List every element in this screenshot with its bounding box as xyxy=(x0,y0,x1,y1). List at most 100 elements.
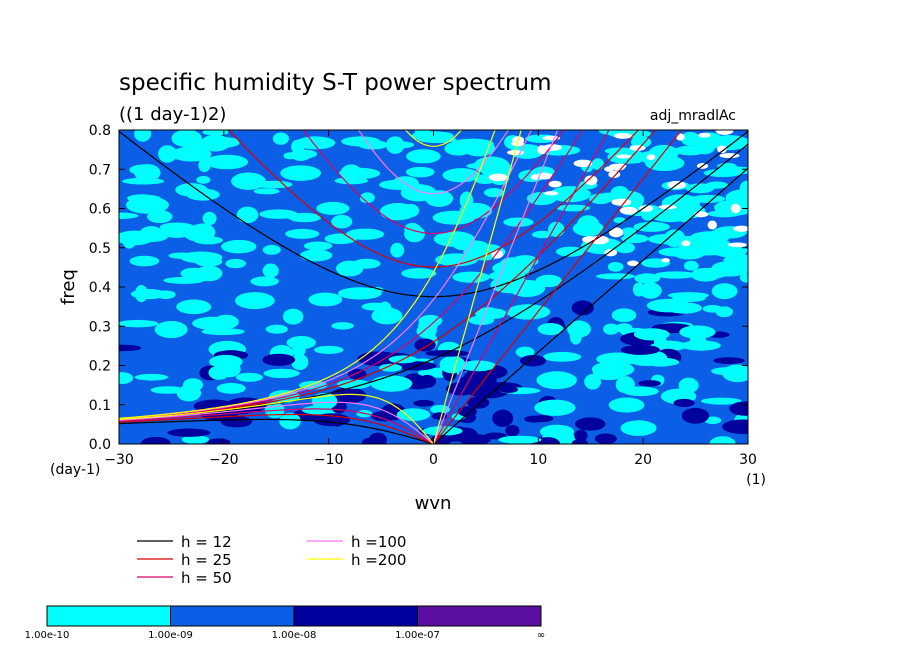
power-blob xyxy=(432,210,476,225)
x-tick-label: 0 xyxy=(429,452,438,468)
power-blob xyxy=(135,195,162,203)
x-tick-label: −20 xyxy=(209,452,239,468)
power-blob xyxy=(739,180,748,197)
power-blob xyxy=(414,338,436,352)
colorbar-label: 1.00e-10 xyxy=(25,630,70,641)
power-blob xyxy=(371,307,403,325)
power-blob xyxy=(119,233,140,241)
dispersion-curve-h25 xyxy=(227,130,640,268)
power-blob xyxy=(220,415,253,428)
power-blob xyxy=(704,416,722,425)
power-blob xyxy=(531,230,553,239)
power-blob xyxy=(542,351,582,362)
power-blob xyxy=(498,386,518,393)
power-blob xyxy=(721,419,748,435)
power-blob xyxy=(492,409,514,427)
dispersion-curve-h12 xyxy=(433,167,748,444)
power-blob xyxy=(272,132,289,145)
power-blob xyxy=(621,227,637,237)
dispersion-curve-h25 xyxy=(119,130,657,420)
power-blob xyxy=(347,368,367,380)
power-blob-low xyxy=(604,166,615,172)
power-blob xyxy=(569,327,582,345)
power-blob xyxy=(235,372,263,382)
power-blob xyxy=(141,436,171,444)
dispersion-curve-h12 xyxy=(119,418,434,444)
power-blob xyxy=(633,221,670,232)
power-blob xyxy=(134,130,152,142)
power-blob xyxy=(634,273,661,284)
legend-label: h =100 xyxy=(351,533,406,551)
power-blob-low xyxy=(715,130,734,135)
power-blob xyxy=(167,428,211,437)
power-blob xyxy=(370,375,413,392)
power-blob-low xyxy=(627,260,639,267)
power-blob xyxy=(673,398,695,408)
power-blob-low xyxy=(675,133,685,141)
power-blob xyxy=(430,404,451,414)
power-blob xyxy=(531,415,554,423)
y-tick-label: 0.4 xyxy=(89,280,111,296)
power-blob-low xyxy=(537,145,547,155)
y-tick-label: 0.0 xyxy=(89,437,111,453)
power-blob xyxy=(225,258,247,269)
power-blob xyxy=(334,177,368,185)
power-blob-low xyxy=(646,154,656,161)
power-blob-low xyxy=(584,175,598,186)
power-blob xyxy=(498,435,542,444)
power-blob xyxy=(283,152,297,160)
power-blob-low xyxy=(615,154,632,159)
power-blob xyxy=(511,255,539,268)
power-blob xyxy=(444,141,473,156)
power-blob xyxy=(608,397,645,413)
dispersion-curve-h50 xyxy=(119,130,584,420)
colorbar-label: 1.00e-07 xyxy=(395,630,440,641)
power-blob xyxy=(290,149,317,159)
power-blob-low xyxy=(613,132,632,139)
power-blob xyxy=(715,306,733,318)
power-blob xyxy=(690,194,726,203)
power-blob xyxy=(202,130,229,136)
power-blob xyxy=(231,172,266,190)
y-tick-label: 0.5 xyxy=(89,241,111,257)
power-blob xyxy=(234,292,275,310)
power-blob xyxy=(221,239,257,254)
power-blob xyxy=(253,188,280,195)
power-blob-low xyxy=(661,258,670,263)
power-blob xyxy=(596,371,622,381)
dispersion-curves xyxy=(119,130,748,444)
power-blob xyxy=(515,346,535,358)
power-blob xyxy=(457,406,477,417)
dispersion-curve-h12 xyxy=(119,130,748,298)
power-blob xyxy=(632,282,645,297)
dispersion-curve-h200 xyxy=(119,130,496,419)
power-blob xyxy=(594,433,617,444)
power-blob xyxy=(396,408,431,422)
power-blob xyxy=(729,401,748,416)
legend-label: h = 25 xyxy=(181,551,232,569)
power-blob xyxy=(216,382,246,394)
power-blob-low xyxy=(573,159,593,168)
power-blob xyxy=(574,429,588,442)
power-blob xyxy=(683,260,699,271)
power-blob xyxy=(288,212,322,223)
power-blob xyxy=(180,267,208,280)
power-blob-low xyxy=(681,240,691,247)
power-blob-low xyxy=(608,227,624,238)
power-blob xyxy=(503,217,534,227)
power-blob xyxy=(723,254,748,267)
power-blob xyxy=(680,131,701,146)
power-blob xyxy=(534,399,576,416)
colorbar: 1.00e-10 1.00e-09 1.00e-08 1.00e-07 ∞ xyxy=(25,605,545,641)
power-blob xyxy=(208,365,230,380)
power-blob xyxy=(295,136,336,150)
power-blob xyxy=(700,397,742,405)
dispersion-curve-h200 xyxy=(432,130,522,444)
power-blob xyxy=(345,228,385,240)
power-blob xyxy=(422,426,463,436)
power-blob xyxy=(643,357,680,367)
power-blob xyxy=(739,272,748,283)
power-blob xyxy=(147,210,173,224)
power-blob xyxy=(189,223,216,241)
